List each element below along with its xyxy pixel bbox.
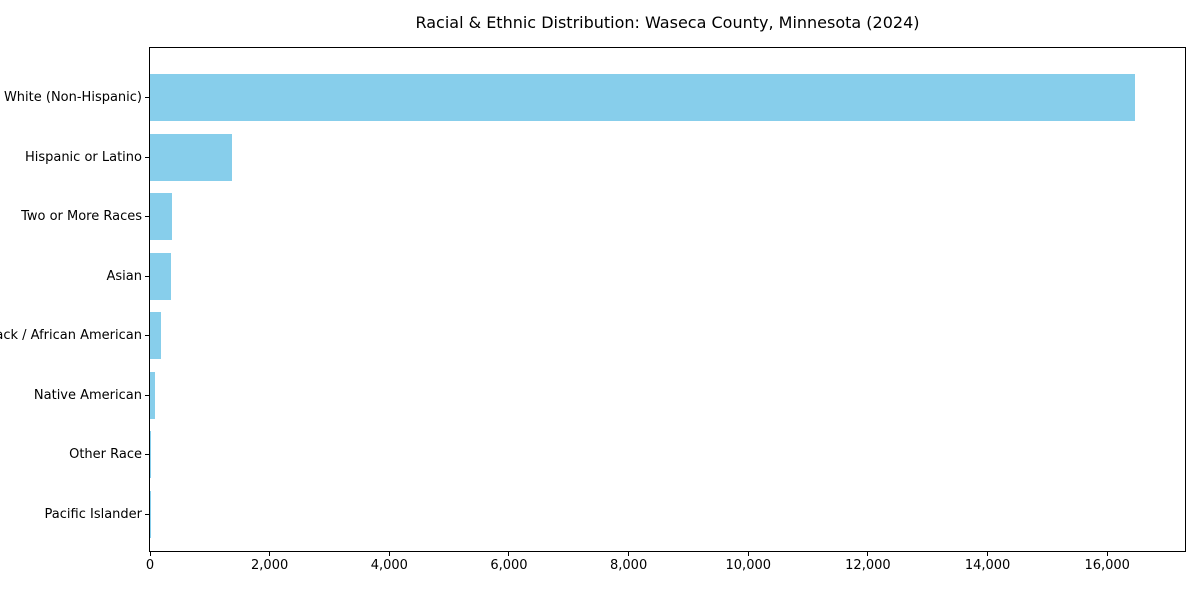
y-axis-label-white-non-hispanic: White (Non-Hispanic)	[3, 90, 142, 106]
x-axis-label-14000: 14,000	[964, 558, 1011, 573]
x-axis-tick	[987, 551, 989, 556]
x-axis-tick	[508, 551, 510, 556]
y-axis-label-native-american: Native American	[33, 387, 142, 403]
y-axis-tick	[145, 97, 150, 99]
x-axis-tick	[1106, 551, 1108, 556]
bar-hispanic-or-latino	[150, 133, 232, 181]
x-axis-label-8000: 8,000	[610, 558, 648, 573]
y-axis-tick	[145, 394, 150, 396]
y-axis-tick	[145, 335, 150, 337]
y-axis-label-hispanic-or-latino: Hispanic or Latino	[24, 149, 142, 165]
y-axis-label-two-or-more-races: Two or More Races	[21, 209, 142, 225]
x-axis-tick	[149, 551, 151, 556]
y-axis-tick	[145, 513, 150, 515]
x-axis-tick	[269, 551, 271, 556]
bar-native-american	[150, 371, 156, 419]
chart-title: Racial & Ethnic Distribution: Waseca Cou…	[415, 13, 920, 32]
x-axis-label-6000: 6,000	[490, 558, 528, 573]
x-axis-tick	[747, 551, 749, 556]
y-axis-label-black-african-american: Black / African American	[0, 328, 142, 344]
y-axis-tick	[145, 275, 150, 277]
y-axis-label-other-race: Other Race	[69, 447, 142, 463]
bar-asian	[150, 252, 171, 300]
x-axis-label-16000: 16,000	[1084, 558, 1130, 573]
y-axis-label-asian: Asian	[106, 268, 142, 284]
x-axis-tick	[628, 551, 630, 556]
x-axis-label-0: 0	[145, 558, 155, 573]
bar-black-african-american	[150, 312, 162, 360]
plot-area: White (Non-Hispanic) Hispanic or Latino Tw…	[0, 47, 1186, 572]
x-axis-label-10000: 10,000	[725, 558, 772, 573]
y-axis-tick	[145, 216, 150, 218]
bar-other-race	[150, 431, 152, 479]
y-axis-label-pacific-islander: Pacific Islander	[44, 506, 142, 522]
x-axis-label-12000: 12,000	[845, 558, 891, 573]
y-axis-tick	[145, 454, 150, 456]
y-axis-tick	[145, 156, 150, 158]
x-axis-tick	[388, 551, 390, 556]
bar-two-or-more-races	[150, 193, 172, 241]
x-axis-label-4000: 4,000	[370, 558, 408, 573]
x-axis-tick	[867, 551, 869, 556]
bar-white-non-hispanic	[150, 74, 1136, 122]
x-axis-label-2000: 2,000	[251, 558, 289, 573]
